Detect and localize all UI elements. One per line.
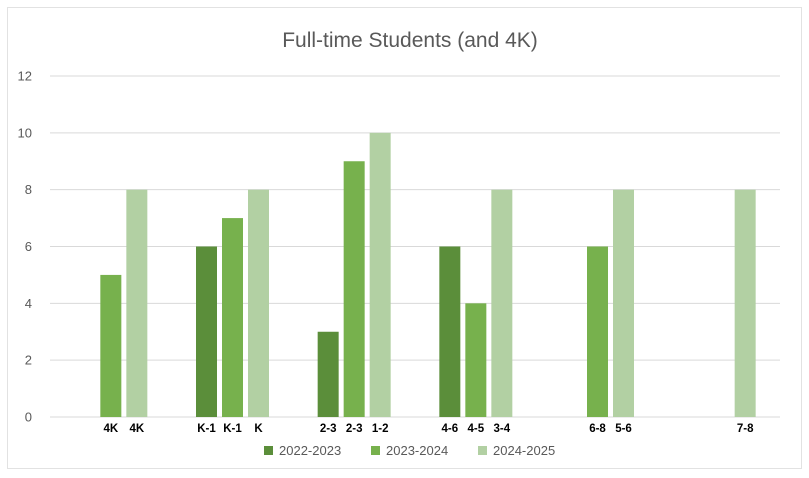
x-category-label: K-1	[223, 423, 242, 435]
y-tick-label: 2	[25, 353, 32, 368]
x-category-label: 4K	[129, 423, 144, 435]
bar-2024-2025	[369, 132, 391, 418]
bar-2024-2025	[126, 189, 148, 417]
bar-2024-2025	[248, 189, 269, 417]
x-category-label: 2-3	[320, 423, 337, 435]
bar-2023-2024	[343, 161, 365, 417]
y-tick-label: 6	[25, 239, 32, 254]
y-tick-label: 10	[18, 125, 32, 140]
bar-2023-2024	[465, 303, 487, 417]
x-category-label: 4-6	[442, 423, 459, 435]
bar-2023-2024	[222, 218, 243, 417]
bar-2024-2025	[734, 189, 756, 417]
x-category-label: 6-8	[589, 423, 606, 435]
legend-label: 2024-2025	[493, 443, 555, 458]
bars	[100, 132, 756, 418]
legend-label: 2022-2023	[279, 443, 341, 458]
y-tick-label: 4	[25, 296, 32, 311]
bar-2022-2023	[439, 246, 461, 417]
legend-label: 2023-2024	[386, 443, 448, 458]
gridlines	[50, 75, 780, 418]
bar-2023-2024	[100, 274, 122, 417]
x-category-label: 1-2	[372, 423, 389, 435]
x-category-label: 7-8	[737, 423, 754, 435]
x-axis-category-labels: 4K 4K K-1 K-1 K 2-3 2-3 1-2 4-6 4-5 3-4 6-8 5-6 7-8	[103, 423, 754, 435]
x-category-label: 4-5	[468, 423, 485, 435]
y-tick-label: 12	[18, 69, 32, 84]
x-category-label: 2-3	[346, 423, 363, 435]
bar-2022-2023	[196, 246, 217, 417]
bar-2024-2025	[613, 189, 634, 417]
bar-2024-2025	[491, 189, 513, 417]
bar-2023-2024	[587, 246, 608, 417]
y-axis-ticks: 0 2 4 6 8 10 12	[18, 69, 32, 425]
chart-title: Full-time Students (and 4K)	[282, 29, 538, 52]
x-category-label: K-1	[197, 423, 216, 435]
x-category-label: K	[254, 423, 263, 435]
legend-swatch	[371, 446, 380, 455]
bar-2022-2023	[317, 331, 339, 417]
y-tick-label: 0	[25, 410, 32, 425]
legend-swatch	[478, 446, 487, 455]
x-category-label: 3-4	[494, 423, 511, 435]
legend-swatch	[264, 446, 273, 455]
y-tick-label: 8	[25, 182, 32, 197]
legend: 2022-2023 2023-2024 2024-2025	[264, 443, 555, 458]
x-category-label: 4K	[103, 423, 118, 435]
x-category-label: 5-6	[615, 423, 632, 435]
